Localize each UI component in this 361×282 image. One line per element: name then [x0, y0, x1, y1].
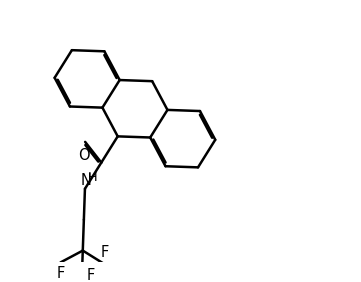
Text: F: F	[56, 266, 65, 281]
Text: N: N	[80, 173, 91, 188]
Text: O: O	[78, 148, 89, 163]
Text: F: F	[87, 268, 95, 282]
Text: H: H	[87, 171, 97, 184]
Text: F: F	[100, 245, 108, 260]
